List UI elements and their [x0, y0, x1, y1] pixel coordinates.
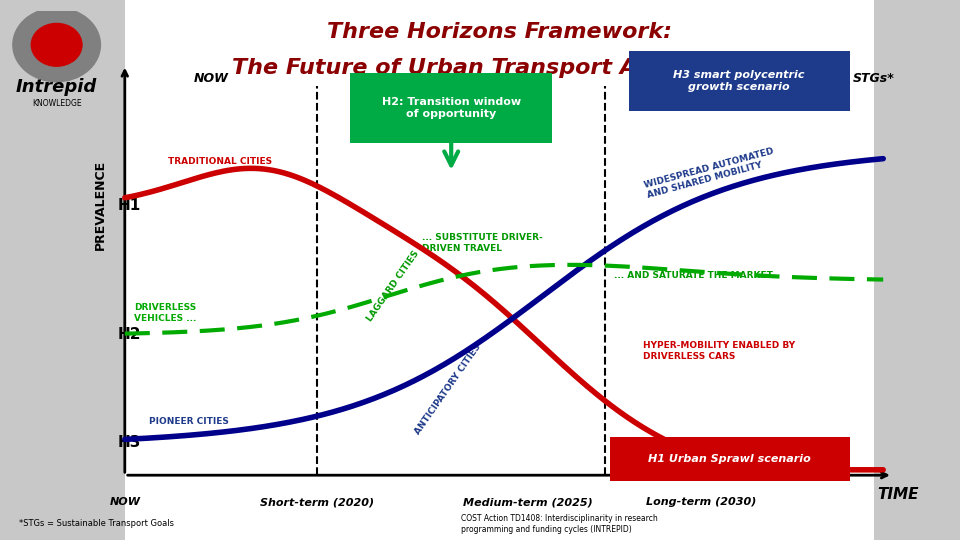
- Text: PREVALENCE: PREVALENCE: [94, 160, 108, 250]
- Text: ANTICIPATORY CITIES: ANTICIPATORY CITIES: [413, 342, 482, 436]
- Circle shape: [12, 8, 101, 82]
- FancyBboxPatch shape: [610, 437, 850, 481]
- FancyBboxPatch shape: [874, 0, 960, 540]
- Text: NOW: NOW: [194, 72, 228, 85]
- Text: DRIVERLESS
VEHICLES ...: DRIVERLESS VEHICLES ...: [134, 303, 197, 323]
- Text: Short-term (2020): Short-term (2020): [260, 497, 373, 507]
- Text: TRANSITION: TRANSITION: [437, 72, 523, 85]
- Text: TIME: TIME: [876, 487, 919, 502]
- FancyBboxPatch shape: [629, 51, 850, 111]
- Text: H2: H2: [118, 327, 141, 342]
- Text: H3 smart polycentric
growth scenario: H3 smart polycentric growth scenario: [674, 70, 804, 92]
- Text: KNOWLEDGE: KNOWLEDGE: [32, 99, 82, 107]
- Circle shape: [32, 23, 82, 66]
- Text: ... AND SATURATE THE MARKET: ... AND SATURATE THE MARKET: [614, 271, 773, 280]
- Text: H1 Urban Sprawl scenario: H1 Urban Sprawl scenario: [648, 454, 811, 464]
- Text: WIDESPREAD AUTOMATED
AND SHARED MOBILITY: WIDESPREAD AUTOMATED AND SHARED MOBILITY: [643, 146, 778, 199]
- Text: TRADITIONAL CITIES: TRADITIONAL CITIES: [168, 158, 272, 166]
- Text: Three Horizons Framework:: Three Horizons Framework:: [326, 22, 672, 43]
- Text: H3: H3: [118, 435, 141, 450]
- Text: The Future of Urban Transport Automation: The Future of Urban Transport Automation: [232, 57, 766, 78]
- Text: NOW: NOW: [109, 497, 140, 507]
- FancyBboxPatch shape: [350, 73, 552, 143]
- Text: COST Action TD1408: Interdisciplinarity in research
programming and funding cycl: COST Action TD1408: Interdisciplinarity …: [461, 514, 658, 534]
- Text: H2: Transition window
of opportunity: H2: Transition window of opportunity: [382, 97, 520, 119]
- Text: Long-term (2030): Long-term (2030): [646, 497, 756, 507]
- Text: PIONEER CITIES: PIONEER CITIES: [149, 417, 228, 426]
- Text: *STGs = Sustainable Transport Goals: *STGs = Sustainable Transport Goals: [19, 519, 174, 528]
- Text: ... SUBSTITUTE DRIVER-
DRIVEN TRAVEL: ... SUBSTITUTE DRIVER- DRIVEN TRAVEL: [422, 233, 543, 253]
- Text: LAGGARD CITIES: LAGGARD CITIES: [365, 249, 420, 323]
- Text: Medium-term (2025): Medium-term (2025): [463, 497, 593, 507]
- Text: HYPER-MOBILITY ENABLED BY
DRIVERLESS CARS: HYPER-MOBILITY ENABLED BY DRIVERLESS CAR…: [643, 341, 795, 361]
- FancyBboxPatch shape: [0, 0, 125, 540]
- Text: FUTURE: FUTURE: [673, 72, 729, 85]
- Text: Intrepid: Intrepid: [16, 78, 97, 96]
- Text: H1: H1: [118, 198, 141, 213]
- Text: STGs*: STGs*: [852, 72, 895, 85]
